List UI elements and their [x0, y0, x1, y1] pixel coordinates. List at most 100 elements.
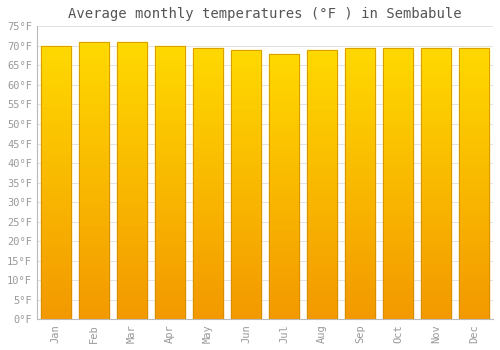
- Bar: [117, 92, 146, 97]
- Bar: [345, 151, 375, 156]
- Bar: [79, 214, 108, 219]
- Bar: [41, 90, 70, 95]
- Bar: [79, 209, 108, 214]
- Bar: [79, 225, 108, 231]
- Bar: [421, 287, 451, 292]
- Bar: [193, 265, 222, 271]
- Bar: [269, 112, 299, 118]
- Bar: [421, 303, 451, 309]
- Bar: [421, 271, 451, 276]
- Bar: [459, 151, 489, 156]
- Bar: [421, 97, 451, 102]
- Bar: [269, 282, 299, 288]
- Bar: [345, 249, 375, 254]
- Bar: [459, 64, 489, 70]
- Bar: [307, 314, 337, 320]
- Bar: [345, 189, 375, 195]
- Bar: [383, 287, 413, 292]
- Bar: [79, 258, 108, 264]
- Bar: [459, 107, 489, 113]
- Bar: [459, 189, 489, 195]
- Bar: [459, 298, 489, 303]
- Bar: [421, 107, 451, 113]
- Bar: [231, 158, 260, 163]
- Bar: [307, 303, 337, 309]
- Bar: [269, 256, 299, 261]
- Bar: [155, 204, 184, 210]
- Bar: [117, 175, 146, 181]
- Bar: [383, 59, 413, 64]
- Bar: [193, 91, 222, 97]
- Bar: [307, 158, 337, 163]
- Bar: [117, 181, 146, 186]
- Bar: [459, 91, 489, 97]
- Bar: [421, 314, 451, 320]
- Bar: [79, 197, 108, 203]
- Bar: [383, 222, 413, 227]
- Bar: [231, 82, 260, 88]
- Bar: [117, 286, 146, 292]
- Bar: [383, 80, 413, 86]
- Bar: [117, 103, 146, 108]
- Bar: [41, 314, 70, 320]
- Bar: [41, 112, 70, 117]
- Bar: [383, 113, 413, 118]
- Bar: [421, 135, 451, 140]
- Bar: [421, 309, 451, 314]
- Bar: [117, 142, 146, 147]
- Bar: [155, 276, 184, 281]
- Bar: [79, 175, 108, 181]
- Bar: [231, 271, 260, 276]
- Bar: [79, 164, 108, 170]
- Bar: [117, 275, 146, 281]
- Bar: [307, 271, 337, 276]
- Bar: [41, 204, 70, 210]
- Bar: [193, 118, 222, 124]
- Bar: [41, 122, 70, 128]
- Bar: [155, 73, 184, 79]
- Bar: [155, 46, 184, 320]
- Bar: [307, 104, 337, 109]
- Bar: [193, 102, 222, 107]
- Bar: [231, 125, 260, 131]
- Bar: [41, 155, 70, 161]
- Bar: [41, 210, 70, 216]
- Bar: [269, 75, 299, 80]
- Bar: [193, 135, 222, 140]
- Bar: [307, 141, 337, 147]
- Bar: [231, 66, 260, 71]
- Bar: [269, 293, 299, 298]
- Bar: [307, 179, 337, 184]
- Bar: [307, 136, 337, 141]
- Bar: [117, 108, 146, 114]
- Bar: [307, 276, 337, 282]
- Bar: [307, 201, 337, 206]
- Bar: [459, 113, 489, 118]
- Bar: [117, 225, 146, 231]
- Bar: [193, 287, 222, 292]
- Bar: [231, 163, 260, 168]
- Bar: [345, 211, 375, 216]
- Bar: [193, 227, 222, 232]
- Bar: [79, 125, 108, 131]
- Bar: [231, 222, 260, 228]
- Bar: [41, 248, 70, 254]
- Bar: [383, 173, 413, 178]
- Bar: [345, 287, 375, 292]
- Bar: [117, 258, 146, 264]
- Bar: [155, 139, 184, 144]
- Bar: [421, 140, 451, 146]
- Bar: [193, 80, 222, 86]
- Bar: [117, 209, 146, 214]
- Bar: [269, 133, 299, 139]
- Bar: [307, 114, 337, 120]
- Bar: [307, 50, 337, 320]
- Bar: [383, 314, 413, 320]
- Bar: [345, 265, 375, 271]
- Bar: [231, 93, 260, 98]
- Bar: [231, 239, 260, 244]
- Bar: [193, 243, 222, 249]
- Bar: [117, 192, 146, 197]
- Bar: [79, 303, 108, 308]
- Bar: [421, 113, 451, 118]
